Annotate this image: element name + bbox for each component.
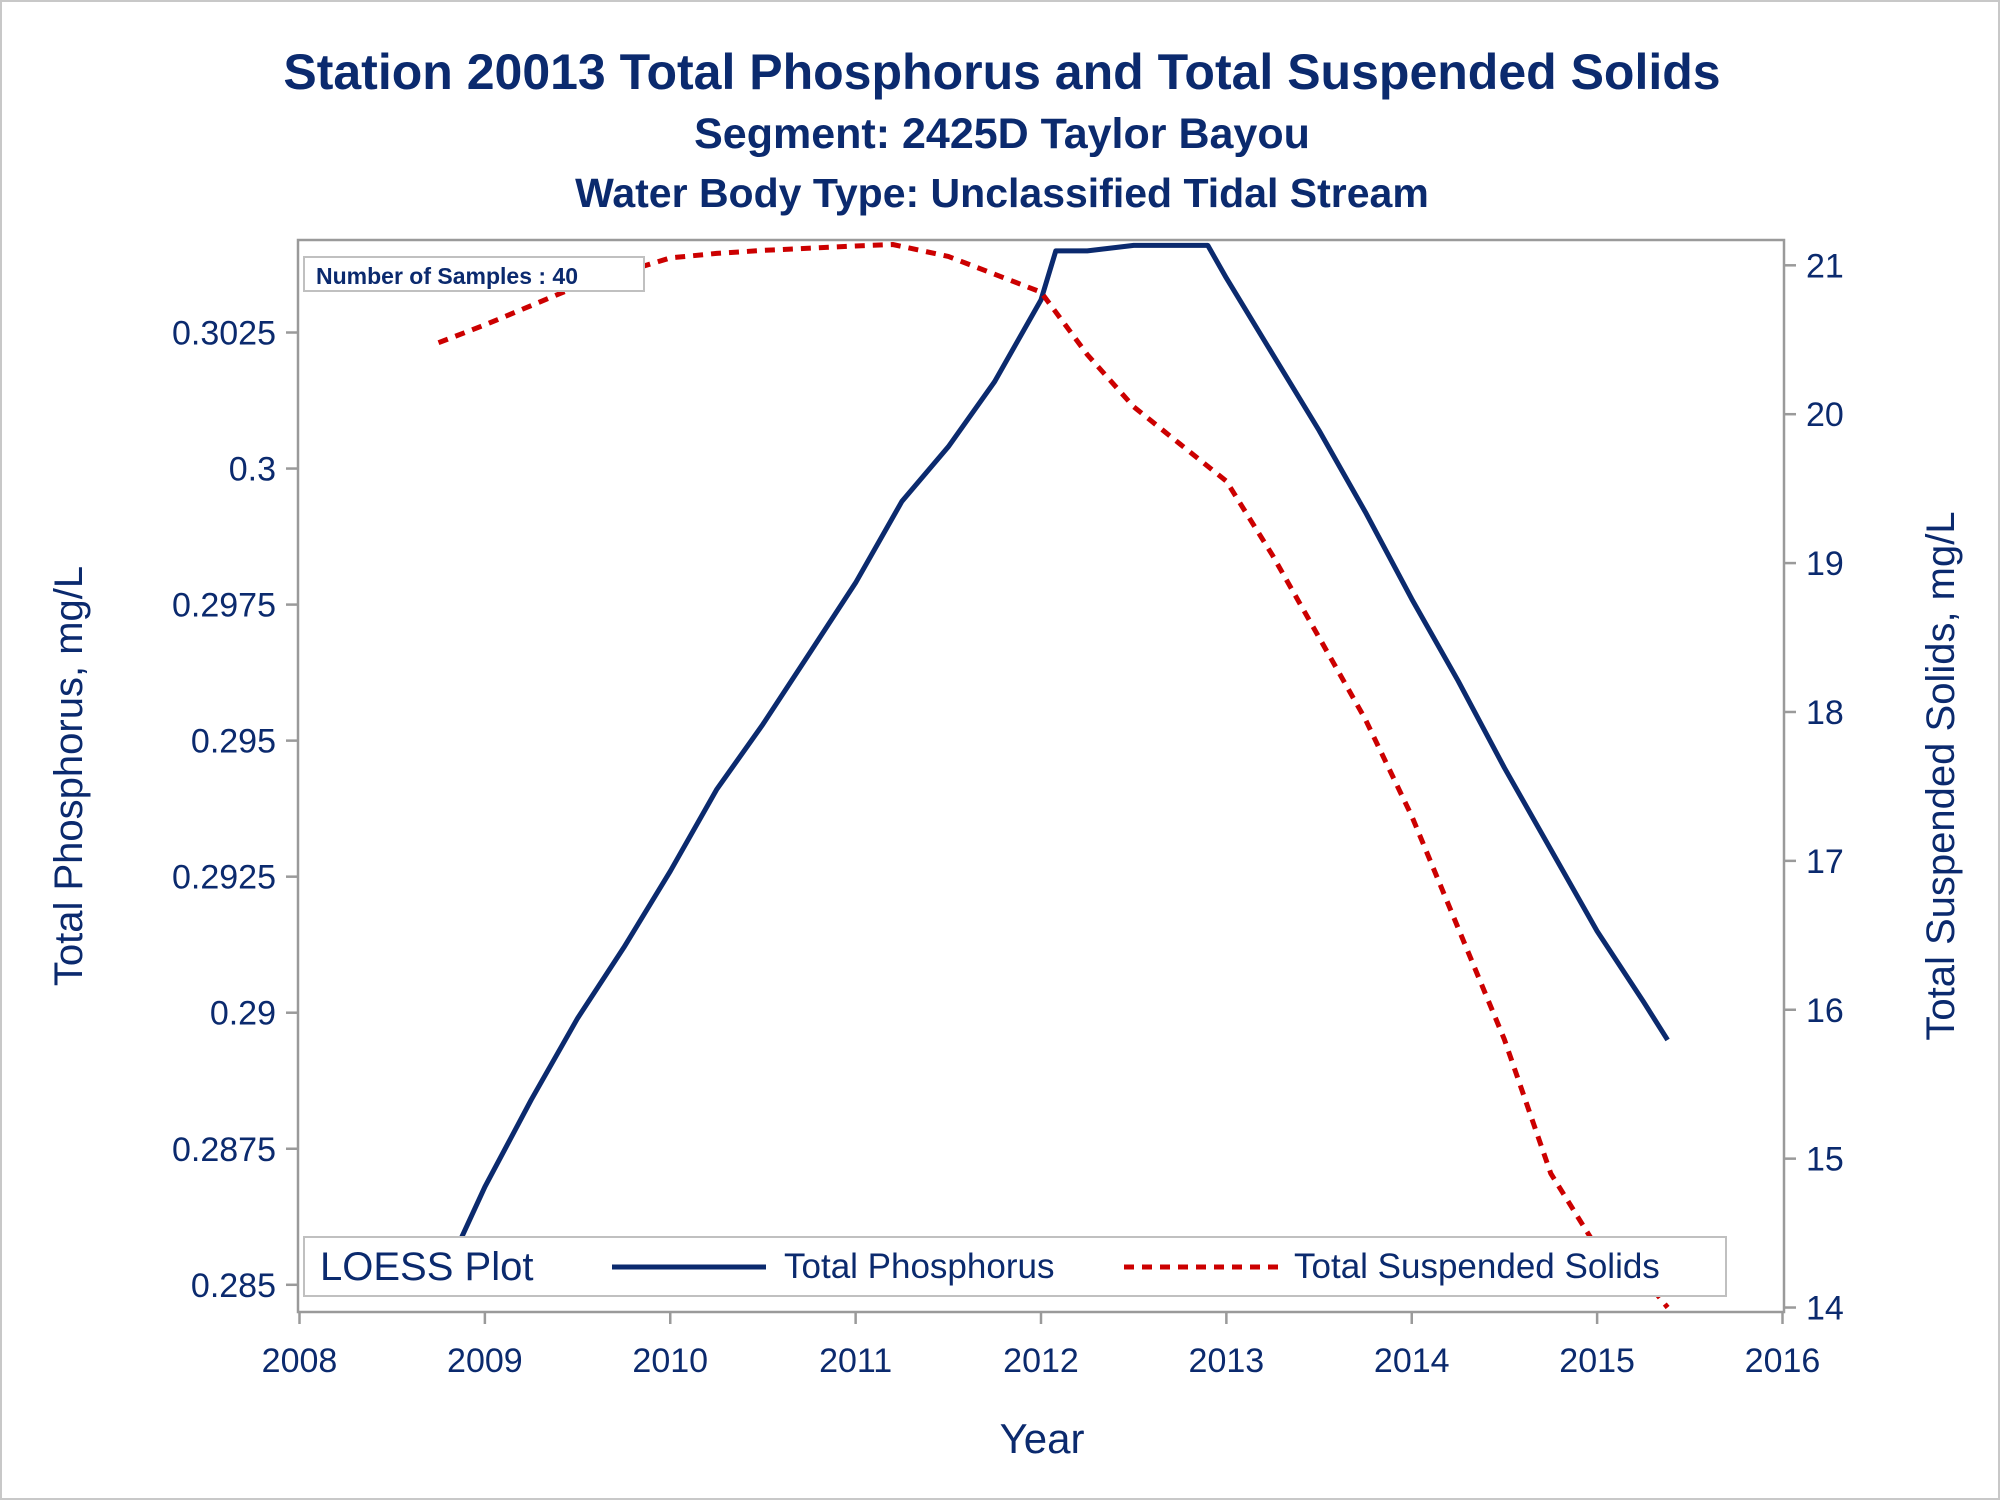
samples-box-frame xyxy=(303,256,645,292)
x-tick-label: 2016 xyxy=(1745,1342,1821,1380)
x-tick-label: 2008 xyxy=(262,1342,338,1380)
legend-label-phosphorus: Total Phosphorus xyxy=(784,1247,1054,1286)
y-right-tick-label: 21 xyxy=(1806,247,1844,285)
x-tick-label: 2009 xyxy=(447,1342,523,1380)
series-line-total-suspended-solids xyxy=(437,242,1670,1310)
y-right-tick-label: 18 xyxy=(1806,694,1844,732)
chart-subtitle-water-body: Water Body Type: Unclassified Tidal Stre… xyxy=(575,170,1429,216)
x-tick-label: 2012 xyxy=(1003,1342,1079,1380)
y-right-tick-label: 20 xyxy=(1806,396,1844,434)
y-right-tick-label: 15 xyxy=(1806,1141,1844,1179)
x-tick-label: 2015 xyxy=(1559,1342,1635,1380)
y-right-tick-label: 16 xyxy=(1806,992,1844,1030)
series-line-total-phosphorus xyxy=(436,242,1670,1289)
chart-title: Station 20013 Total Phosphorus and Total… xyxy=(283,44,1721,100)
x-tick-label: 2010 xyxy=(632,1342,708,1380)
y-right-tick-label: 17 xyxy=(1806,843,1844,881)
legend-frame xyxy=(303,1236,1727,1297)
samples-count-label: Number of Samples : 40 xyxy=(316,263,578,289)
x-axis-label: Year xyxy=(1000,1415,1085,1462)
y-axis-right: 14 15 16 17 18 19 20 21 xyxy=(1784,247,1844,1328)
y-axis-left: 0.285 0.2875 0.29 0.2925 0.295 0.2975 0.3 0.302… xyxy=(172,315,298,1305)
x-tick-label: 2013 xyxy=(1189,1342,1265,1380)
y-axis-left-label: Total Phosphorus, mg/L xyxy=(47,566,91,986)
x-tick-label: 2011 xyxy=(819,1342,892,1380)
chart-subtitle-segment: Segment: 2425D Taylor Bayou xyxy=(694,110,1310,158)
y-left-tick-label: 0.3 xyxy=(229,451,276,489)
legend-title: LOESS Plot xyxy=(320,1245,533,1289)
y-left-tick-label: 0.285 xyxy=(191,1267,276,1305)
plot-area xyxy=(296,238,1786,1314)
y-right-tick-label: 14 xyxy=(1806,1290,1844,1328)
legend: LOESS Plot Total Phosphorus Total Suspen… xyxy=(303,1236,1727,1297)
x-tick-label: 2014 xyxy=(1374,1342,1450,1380)
y-left-tick-label: 0.295 xyxy=(191,723,276,761)
x-axis: 2008 2009 2010 2011 2012 2013 2014 2015 2016 xyxy=(262,1312,1821,1380)
y-left-tick-label: 0.3025 xyxy=(172,315,276,353)
y-left-tick-label: 0.29 xyxy=(210,995,276,1033)
y-axis-right-label: Total Suspended Solids, mg/L xyxy=(1919,511,1963,1040)
legend-label-tss: Total Suspended Solids xyxy=(1294,1247,1660,1286)
samples-box: Number of Samples : 40 xyxy=(303,256,645,292)
y-right-tick-label: 19 xyxy=(1806,545,1844,583)
y-left-tick-label: 0.2975 xyxy=(172,587,276,625)
y-left-tick-label: 0.2875 xyxy=(172,1131,276,1169)
y-left-tick-label: 0.2925 xyxy=(172,859,276,897)
series-layer xyxy=(436,242,1670,1310)
